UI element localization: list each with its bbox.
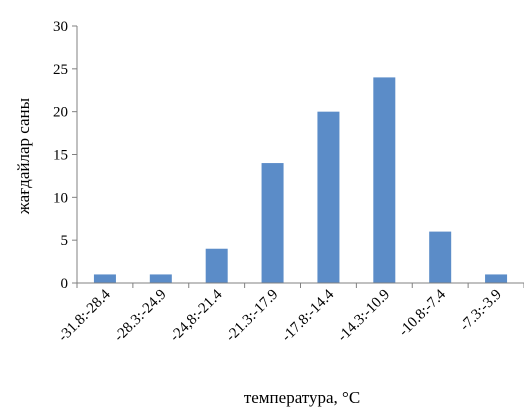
bar	[429, 231, 452, 283]
y-tick-label: 15	[53, 148, 68, 164]
x-tick-label: -14.3:-10.9	[335, 287, 393, 345]
x-tick-label: -21.3:-17.9	[223, 287, 281, 345]
x-axis-label: температура, °C	[244, 388, 360, 407]
y-tick-label: 5	[61, 233, 69, 249]
y-tick-label: 0	[61, 276, 69, 292]
bar	[317, 111, 340, 284]
x-tick-label: -10.8:-7.4	[396, 286, 449, 339]
x-tick-label: -28.3:-24.9	[111, 287, 169, 345]
y-tick-label: 30	[53, 19, 68, 35]
bar	[93, 274, 116, 283]
bar	[261, 163, 284, 283]
bars	[93, 77, 508, 284]
bar	[485, 274, 508, 283]
x-tick-label: -7.3:-3.9	[457, 287, 505, 335]
y-axis-ticks: 0 5 10 15 20 25 30	[53, 19, 77, 292]
x-tick-label: -31.8:-28.4	[55, 286, 114, 345]
axes	[76, 26, 524, 284]
y-axis-label: жағдайлар саны	[14, 97, 33, 215]
y-tick-label: 20	[53, 105, 68, 121]
x-axis-ticks: -31.8:-28.4-28.3:-24.9-24,8:-21.4-21.3:-…	[55, 283, 524, 345]
y-tick-label: 10	[53, 190, 68, 206]
x-tick-label: -24,8:-21.4	[167, 286, 226, 345]
bar	[205, 248, 228, 283]
y-tick-label: 25	[53, 62, 68, 78]
bar	[149, 274, 172, 283]
x-tick-label: -17.8:-14.4	[279, 286, 338, 345]
bar	[373, 77, 396, 284]
